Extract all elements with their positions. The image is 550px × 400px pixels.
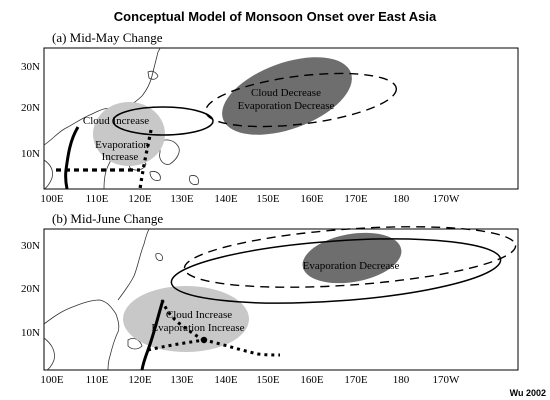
panel-b-evaporation-increase-region <box>123 286 249 352</box>
panel-a-lat-ticks: 30N 20N 10N <box>21 61 40 160</box>
panel-a-lon-tick-170w: 170W <box>433 193 461 205</box>
panel-a-cloud-decrease-region <box>222 57 352 135</box>
panel-b-evaporation-decrease-label: Evaporation Decrease <box>303 260 400 272</box>
panel-a-lat-tick-20n: 20N <box>21 102 40 114</box>
panel-a-lon-ticks: 100E 110E 120E 130E 140E 150E 160E 170E … <box>40 193 460 205</box>
panel-a-cloud-increase-ellipse <box>112 106 214 136</box>
panel-a-evaporation-decrease-label: Evaporation Decrease <box>238 100 335 112</box>
panel-b-lat-tick-10n: 10N <box>21 327 40 339</box>
panel-a-title: (a) Mid-May Change <box>52 30 163 45</box>
panel-b-lat-tick-30n: 30N <box>21 240 40 252</box>
panel-b-solid-ellipse <box>170 238 502 304</box>
panel-b-lon-tick-150e: 150E <box>256 374 280 386</box>
panel-a-lon-tick-110e: 110E <box>86 193 109 205</box>
panel-a-evaporation-increase-region <box>93 102 165 166</box>
panel-a: (a) Mid-May Change Cloud Increase Ev <box>21 30 519 205</box>
panel-a-lon-tick-130e: 130E <box>170 193 194 205</box>
panel-a-lon-tick-170e: 170E <box>344 193 368 205</box>
panel-b-lon-tick-140e: 140E <box>214 374 238 386</box>
panel-a-evaporation-increase-label-1: Evaporation <box>95 139 149 151</box>
panel-a-lon-tick-180: 180 <box>393 193 410 205</box>
panel-b-evaporation-decrease-region <box>302 232 402 284</box>
main-title: Conceptual Model of Monsoon Onset over E… <box>114 9 437 24</box>
panel-b-lon-tick-170w: 170W <box>433 374 461 386</box>
panel-b-lon-tick-160e: 160E <box>300 374 324 386</box>
panel-b-title: (b) Mid-June Change <box>52 211 163 226</box>
panel-b-lat-ticks: 30N 20N 10N <box>21 240 40 339</box>
panel-b-dotted-front-diagonal <box>160 299 205 342</box>
panel-a-cloud-increase-label: Cloud Increase <box>83 115 149 127</box>
panel-b-dashed-ellipse <box>183 226 517 288</box>
panel-b-dotted-front-horizontal <box>147 338 281 357</box>
panel-b-frame <box>43 228 519 371</box>
panel-a-evaporation-increase-label-2: Increase <box>102 151 139 163</box>
panel-b-lon-tick-170e: 170E <box>344 374 368 386</box>
panel-a-lon-tick-140e: 140E <box>214 193 238 205</box>
credit-label: Wu 2002 <box>510 388 546 398</box>
panel-b-lon-tick-180: 180 <box>393 374 410 386</box>
panel-b-lon-tick-110e: 110E <box>86 374 109 386</box>
panel-b-evaporation-increase-label: Evaporation Increase <box>151 322 244 334</box>
panel-b-lat-tick-20n: 20N <box>21 283 40 295</box>
panel-a-cloud-decrease-label: Cloud Decrease <box>251 87 321 99</box>
panel-a-lon-tick-120e: 120E <box>128 193 152 205</box>
panel-b-lon-ticks: 100E 110E 120E 130E 140E 150E 160E 170E … <box>40 374 460 386</box>
panel-b-cloud-increase-label: Cloud Increase <box>166 309 232 321</box>
panel-b-lon-tick-100e: 100E <box>40 374 64 386</box>
panel-a-coastline <box>43 47 199 190</box>
panel-b-junction-dot <box>200 336 208 344</box>
panel-a-evaporation-decrease-ellipse <box>204 72 398 128</box>
panel-a-lat-tick-30n: 30N <box>21 61 40 73</box>
panel-a-lon-tick-100e: 100E <box>40 193 64 205</box>
panel-a-lon-tick-150e: 150E <box>256 193 280 205</box>
panel-b: (b) Mid-June Change Evaporation Decrease… <box>21 211 519 386</box>
panel-b-lon-tick-130e: 130E <box>170 374 194 386</box>
panel-b-lon-tick-120e: 120E <box>128 374 152 386</box>
panel-a-lat-tick-10n: 10N <box>21 148 40 160</box>
panel-a-lon-tick-160e: 160E <box>300 193 324 205</box>
